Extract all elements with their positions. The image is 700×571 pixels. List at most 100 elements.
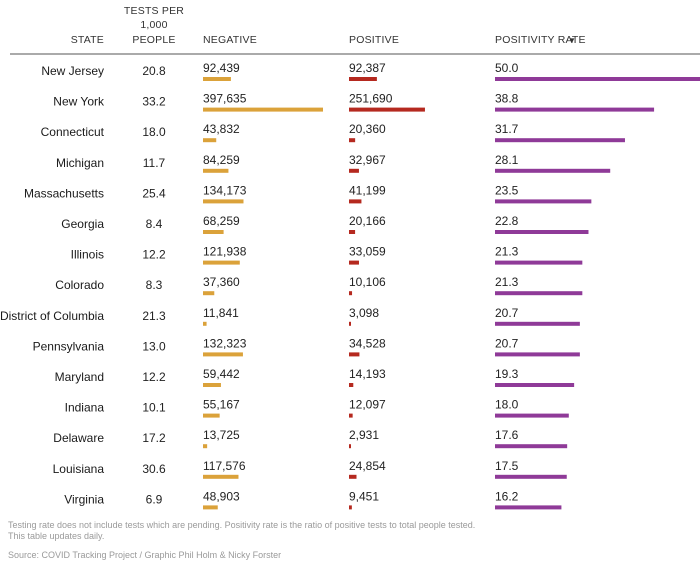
tests-per-1000-value: 21.3 (142, 309, 166, 323)
table-row: New York 33.2 397,635 251,690 38.8 (53, 92, 655, 112)
positivity-rate-bar (495, 352, 580, 357)
negative-bar (203, 444, 208, 449)
positivity-rate-value: 16.2 (495, 489, 519, 503)
negative-value: 117,576 (203, 459, 246, 473)
positivity-rate-value: 23.5 (495, 183, 519, 197)
tests-per-1000-value: 13.0 (142, 339, 166, 353)
sort-descending-icon[interactable]: ▼ (568, 36, 576, 45)
negative-bar (203, 352, 243, 357)
negative-bar (203, 291, 215, 296)
positive-value: 32,967 (349, 153, 386, 167)
negative-value: 92,439 (203, 61, 240, 75)
negative-value: 11,841 (203, 306, 239, 320)
positive-bar (349, 383, 354, 387)
positive-bar (349, 413, 353, 418)
negative-value: 55,167 (203, 398, 240, 412)
tests-per-1000-value: 12.2 (142, 248, 166, 262)
positivity-rate-value: 17.5 (495, 459, 519, 473)
positive-value: 92,387 (349, 61, 386, 75)
tests-per-1000-value: 8.3 (146, 278, 163, 292)
positive-bar (349, 505, 352, 510)
negative-value: 37,360 (203, 275, 240, 289)
footnote-updates: This table updates daily. (8, 531, 105, 541)
negative-bar (203, 168, 229, 173)
state-label: Louisiana (53, 462, 105, 476)
positivity-rate-value: 20.7 (495, 336, 519, 350)
negative-value: 48,903 (203, 489, 240, 503)
positive-bar (349, 474, 357, 479)
positivity-rate-value: 22.8 (495, 214, 519, 228)
positive-bar (349, 230, 356, 234)
header-positivity-rate[interactable]: POSITIVITY RATE (495, 34, 586, 46)
state-label: Illinois (71, 248, 104, 262)
positivity-rate-bar (495, 168, 611, 173)
negative-bar (203, 474, 239, 479)
tests-per-1000-value: 11.7 (143, 156, 166, 170)
tests-per-1000-value: 8.4 (146, 217, 163, 231)
state-label: Delaware (53, 431, 104, 445)
positive-value: 3,098 (349, 306, 379, 320)
table-row: Delaware 17.2 13,725 2,931 17.6 (53, 428, 568, 449)
negative-bar (203, 260, 240, 265)
table-body: New Jersey 20.8 92,439 92,387 50.0 New York 33… (0, 61, 700, 510)
state-label: Massachusetts (24, 186, 104, 200)
table-row: Colorado 8.3 37,360 10,106 21.3 (55, 275, 583, 296)
tests-per-1000-value: 25.4 (142, 186, 166, 200)
negative-value: 13,725 (203, 428, 240, 442)
negative-bar (203, 107, 323, 112)
state-label: New York (53, 95, 105, 109)
negative-bar (203, 138, 217, 143)
positive-bar (349, 444, 351, 449)
tests-per-1000-value: 10.1 (142, 401, 166, 415)
positive-value: 33,059 (349, 245, 386, 259)
positivity-rate-bar (495, 474, 567, 479)
tests-per-1000-value: 30.6 (142, 462, 166, 476)
positive-bar (349, 77, 377, 81)
positivity-rate-value: 20.7 (495, 306, 519, 320)
positivity-rate-bar (495, 77, 700, 81)
negative-value: 68,259 (203, 214, 240, 228)
positive-bar (349, 321, 351, 326)
negative-bar (203, 77, 231, 81)
positivity-rate-value: 21.3 (495, 245, 519, 259)
positivity-rate-bar (495, 505, 562, 510)
positive-value: 12,097 (349, 398, 386, 412)
negative-value: 121,938 (203, 245, 247, 259)
negative-value: 132,323 (203, 336, 247, 350)
positive-bar (349, 168, 359, 173)
positive-value: 34,528 (349, 336, 386, 350)
negative-bar (203, 230, 224, 234)
header-tests-line-1: TESTS PER (124, 5, 184, 17)
positivity-rate-value: 31.7 (495, 122, 519, 136)
positive-bar (349, 138, 356, 143)
positive-bar (349, 260, 359, 265)
table-row: Illinois 12.2 121,938 33,059 21.3 (71, 245, 583, 265)
footnote-testing-rate: Testing rate does not include tests whic… (8, 520, 476, 530)
table-header: STATE TESTS PER 1,000 PEOPLE NEGATIVE PO… (71, 5, 586, 46)
positivity-rate-bar (495, 321, 580, 326)
tests-per-1000-value: 20.8 (142, 64, 166, 78)
state-label: Indiana (65, 401, 105, 415)
state-label: Colorado (55, 278, 104, 292)
positivity-rate-value: 19.3 (495, 367, 519, 381)
table-row: Maryland 12.2 59,442 14,193 19.3 (55, 367, 575, 387)
negative-value: 59,442 (203, 367, 240, 381)
header-negative: NEGATIVE (203, 34, 257, 46)
header-positive: POSITIVE (349, 34, 399, 46)
table-row: Georgia 8.4 68,259 20,166 22.8 (61, 214, 589, 234)
positivity-rate-bar (495, 260, 583, 265)
negative-bar (203, 383, 221, 387)
positivity-rate-bar (495, 444, 568, 449)
positive-value: 20,360 (349, 122, 386, 136)
state-label: Maryland (55, 370, 104, 384)
table-row: New Jersey 20.8 92,439 92,387 50.0 (41, 61, 700, 81)
negative-value: 134,173 (203, 183, 247, 197)
tests-per-1000-value: 18.0 (142, 125, 166, 139)
positivity-rate-bar (495, 383, 575, 387)
tests-per-1000-value: 17.2 (142, 431, 166, 445)
positive-value: 41,199 (349, 183, 386, 197)
negative-bar (203, 321, 207, 326)
positive-value: 14,193 (349, 367, 386, 381)
header-state: STATE (71, 34, 104, 46)
